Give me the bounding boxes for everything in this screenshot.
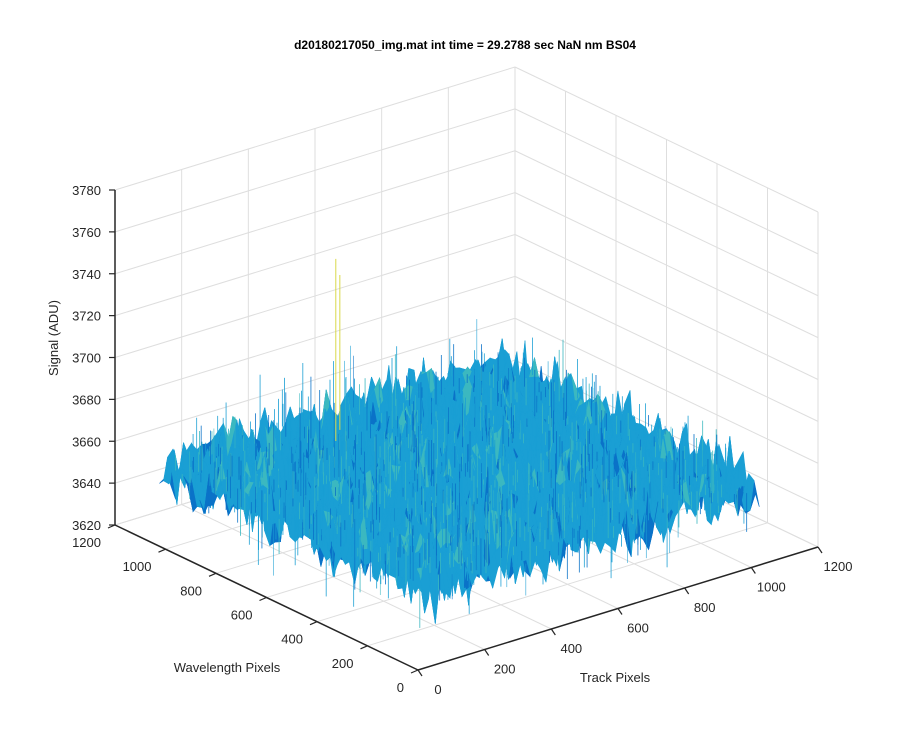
grid-line xyxy=(114,234,516,358)
grid-line xyxy=(114,108,516,233)
grid-line xyxy=(114,275,516,400)
grid-line xyxy=(514,108,819,255)
grid-line xyxy=(114,317,516,442)
grid-line xyxy=(114,66,516,191)
grid-line xyxy=(114,150,516,275)
grid-line xyxy=(114,192,516,317)
grid-line xyxy=(514,66,819,213)
grid-line xyxy=(514,150,819,297)
grid-line xyxy=(514,234,819,380)
grid-line xyxy=(367,522,768,647)
surface xyxy=(159,258,760,628)
grid-line xyxy=(514,192,819,339)
grid-line xyxy=(514,317,819,464)
grid-line xyxy=(514,275,819,422)
chart-title: d20180217050_img.mat int time = 29.2788 … xyxy=(294,38,636,52)
